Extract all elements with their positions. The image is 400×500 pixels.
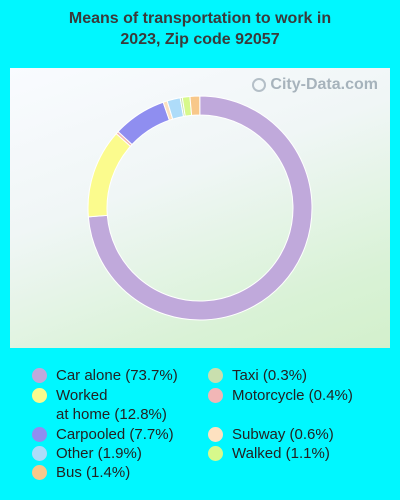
legend-label-car-alone: Car alone (73.7%)	[56, 367, 178, 384]
legend-item-walked: Walked (1.1%)	[208, 444, 330, 463]
globe-icon	[252, 78, 267, 92]
legend-item-worked-at-home: Worked at home (12.8%)	[32, 386, 167, 424]
legend-item-motorcycle: Motorcycle (0.4%)	[208, 386, 353, 405]
legend-swatch-bus	[32, 465, 47, 480]
legend-label-worked-line2: at home (12.8%)	[56, 406, 167, 423]
legend-swatch-walked	[208, 446, 223, 461]
legend-label-taxi: Taxi (0.3%)	[232, 367, 308, 384]
legend-label-carpooled: Carpooled (7.7%)	[56, 426, 174, 443]
donut-slice-carpooled	[117, 101, 171, 146]
donut-chart	[87, 95, 313, 321]
legend-item-car-alone: Car alone (73.7%)	[32, 366, 178, 385]
legend-label-motorcycle: Motorcycle (0.4%)	[232, 387, 353, 404]
donut-slice-car-alone	[87, 95, 313, 321]
legend-item-other: Other (1.9%)	[32, 444, 142, 463]
legend-swatch-other	[32, 446, 47, 461]
chart-title-line2: 2023, Zip code 92057	[120, 31, 280, 48]
legend-label-worked-line1: Worked	[56, 387, 108, 404]
legend-item-carpooled: Carpooled (7.7%)	[32, 425, 174, 444]
watermark-text: City-Data.com	[270, 76, 378, 93]
chart-panel: City-Data.com	[10, 68, 390, 348]
legend-item-bus: Bus (1.4%)	[32, 463, 130, 482]
watermark: City-Data.com	[252, 76, 378, 94]
legend-item-subway: Subway (0.6%)	[208, 425, 334, 444]
legend-label-bus: Bus (1.4%)	[56, 464, 131, 481]
chart-title-line1: Means of transportation to work in	[68, 10, 332, 27]
legend-swatch-motorcycle	[208, 388, 223, 403]
legend-swatch-subway	[208, 427, 223, 442]
legend-swatch-carpooled	[32, 427, 47, 442]
donut-slice-bus	[189, 95, 201, 116]
legend-swatch-taxi	[208, 368, 223, 383]
legend-item-taxi: Taxi (0.3%)	[208, 366, 307, 385]
legend-swatch-car-alone	[32, 368, 47, 383]
donut-slice-worked-at-home	[87, 132, 132, 218]
legend: Car alone (73.7%) Worked at home (12.8%)…	[0, 366, 400, 500]
chart-title: Means of transportation to work in 2023,…	[0, 8, 400, 50]
legend-swatch-worked-at-home	[32, 388, 47, 403]
legend-label-walked: Walked (1.1%)	[232, 445, 330, 462]
legend-label-other: Other (1.9%)	[56, 445, 142, 462]
legend-label-subway: Subway (0.6%)	[232, 426, 334, 443]
